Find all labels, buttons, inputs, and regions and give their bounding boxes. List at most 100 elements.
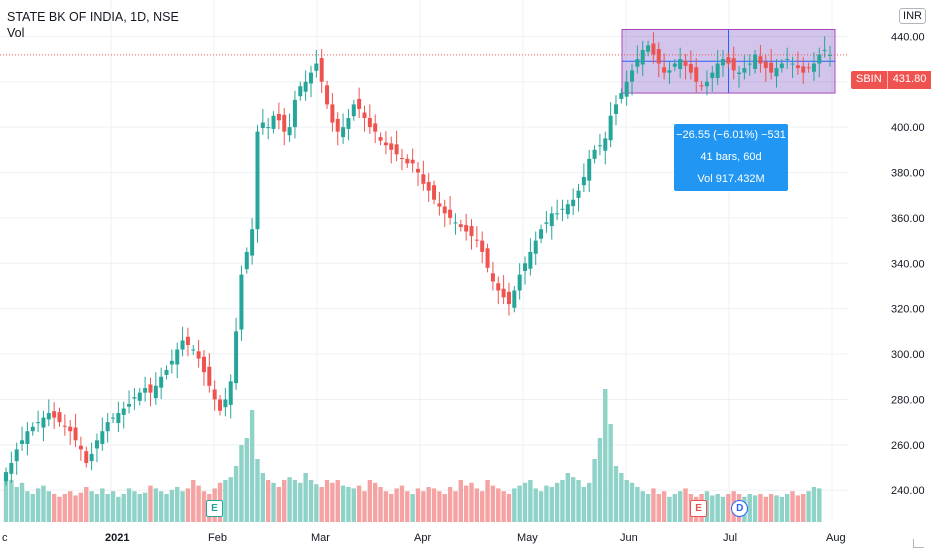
volume-bar: [635, 487, 640, 522]
measure-volume: Vol 917.432M: [697, 173, 765, 185]
candle-body: [416, 168, 420, 173]
candle-body: [613, 104, 618, 114]
candle-body: [164, 369, 169, 375]
candle-body: [672, 63, 677, 67]
currency-badge[interactable]: INR: [899, 8, 926, 24]
candle-body: [560, 208, 565, 210]
y-tick-label: 280.00: [891, 394, 925, 406]
candle-body: [41, 417, 46, 428]
volume-bar: [806, 491, 811, 522]
candle-body: [330, 104, 335, 123]
volume-bar: [410, 494, 415, 522]
volume-bar: [480, 491, 485, 522]
volume-bar: [726, 494, 731, 522]
volume-bar: [137, 494, 142, 522]
volume-bar: [233, 466, 239, 522]
candle-body: [9, 462, 14, 474]
volume-bar: [747, 494, 752, 522]
volume-bar: [768, 494, 774, 522]
candle-body: [207, 366, 212, 386]
volume-bar: [640, 491, 645, 522]
candle-body: [469, 226, 474, 237]
volume-bar: [587, 482, 592, 522]
volume-bar: [394, 488, 399, 522]
volume-bar: [458, 480, 464, 522]
candle-body: [276, 113, 281, 121]
candle-body: [169, 360, 174, 365]
symbol-title: STATE BK OF INDIA, 1D, NSE: [7, 10, 179, 24]
candle-body: [52, 411, 57, 418]
candle-body: [389, 143, 394, 150]
x-tick-label: May: [517, 532, 538, 544]
earnings-marker[interactable]: E: [206, 500, 223, 517]
volume-bar: [613, 466, 619, 522]
volume-legend: Vol: [7, 26, 25, 40]
volume-bar: [619, 473, 624, 522]
candle-body: [624, 81, 629, 97]
volume-bar: [512, 488, 517, 522]
candle-body: [795, 65, 800, 69]
candle-body: [116, 413, 121, 424]
scroll-to-end-icon[interactable]: [913, 539, 924, 548]
volume-bar: [175, 487, 180, 522]
volume-bar: [485, 480, 490, 522]
candle-body: [298, 86, 303, 97]
candle-body: [394, 144, 399, 155]
candle-body: [201, 356, 206, 373]
candle-body: [383, 142, 388, 146]
candle-body: [501, 288, 506, 298]
volume-bar: [191, 480, 196, 522]
candle-body: [646, 45, 651, 52]
candle-body: [576, 190, 581, 198]
volume-bar: [126, 488, 132, 522]
candle-body: [191, 349, 196, 351]
volume-bar: [223, 480, 228, 522]
candle-body: [817, 54, 822, 64]
candle-body: [715, 63, 720, 79]
volume-bar: [656, 494, 661, 522]
candle-body: [555, 213, 560, 215]
candle-body: [36, 422, 41, 424]
candle-body: [223, 399, 228, 408]
volume-bar: [276, 487, 282, 522]
candle-body: [651, 43, 656, 55]
dividend-marker[interactable]: D: [731, 500, 749, 517]
volume-bar: [447, 487, 453, 522]
candle-body: [175, 349, 180, 365]
volume-bar: [651, 488, 656, 522]
y-axis[interactable]: 240.00 260.00 280.00 300.00 320.00 340.00 360.…: [891, 31, 925, 497]
volume-bar: [570, 477, 576, 522]
volume-bar: [68, 491, 73, 522]
volume-bar: [84, 487, 89, 522]
candle-body: [726, 57, 731, 64]
candle-body: [357, 98, 362, 109]
volume-bar: [158, 491, 164, 522]
volume-bar: [121, 494, 126, 522]
earnings-marker[interactable]: E: [690, 500, 708, 517]
candle-body: [448, 209, 453, 218]
candle-body: [565, 204, 570, 215]
candle-body: [608, 115, 613, 141]
x-axis[interactable]: c 2021 Feb Mar Apr May Jun Jul Aug: [2, 532, 846, 544]
grid: [0, 0, 848, 522]
volume-bar: [779, 496, 785, 522]
candle-body: [506, 291, 511, 305]
volume-bar: [549, 487, 554, 522]
volume-bar: [287, 477, 292, 522]
x-tick-label: Apr: [414, 532, 431, 544]
volume-bar: [715, 494, 720, 522]
candle-body: [587, 158, 592, 181]
volume-bar: [506, 494, 512, 522]
candle-body: [458, 224, 463, 227]
volume-bar: [314, 484, 319, 522]
volume-bar: [9, 480, 14, 522]
candle-body: [308, 72, 313, 84]
candle-body: [14, 449, 19, 462]
candle-body: [25, 431, 30, 444]
candle-body: [453, 222, 458, 224]
candle-body: [78, 445, 83, 450]
volume-bar: [362, 491, 367, 522]
volume-bar: [560, 480, 565, 522]
candle-body: [704, 81, 709, 87]
